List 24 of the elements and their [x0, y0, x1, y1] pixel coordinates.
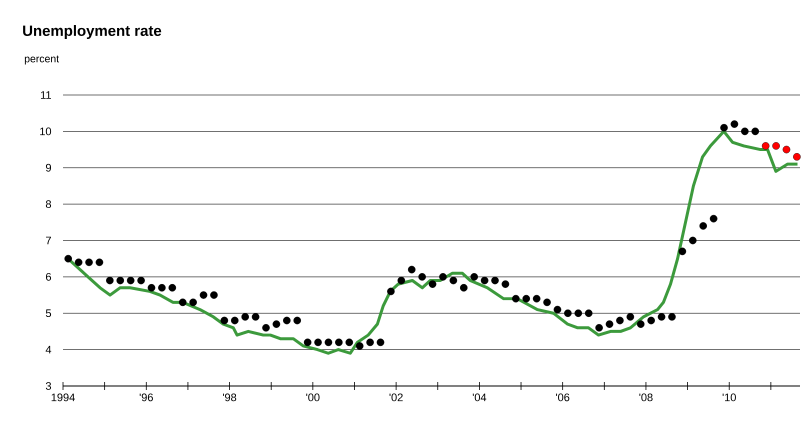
x-tick-label: 1994	[52, 394, 75, 402]
y-tick-label: 10	[40, 127, 52, 136]
chart-title: Unemployment rate	[23, 25, 162, 39]
y-tick-label: 3	[46, 382, 52, 390]
y-tick-label: 5	[46, 309, 52, 318]
point	[782, 146, 790, 154]
y-tick-label: 6	[46, 272, 52, 281]
x-tick-label: '96	[140, 394, 153, 402]
y-axis-title: percent	[24, 56, 60, 64]
x-tick-label: '06	[556, 394, 570, 402]
y-tick-label: 8	[46, 200, 52, 208]
y-tick-label: 9	[46, 164, 52, 172]
x-tick-label: '10	[722, 394, 736, 402]
point	[772, 142, 780, 150]
point	[793, 153, 801, 161]
y-tick-label: 4	[46, 346, 52, 354]
x-tick-label: '00	[306, 394, 320, 402]
x-tick-label: '02	[390, 394, 403, 402]
point	[762, 142, 770, 150]
y-tick-label: 11	[40, 91, 51, 99]
x-tick-label: '08	[639, 394, 653, 402]
y-tick-label: 7	[46, 236, 51, 244]
x-tick-label: '04	[472, 394, 486, 402]
x-tick-label: '98	[222, 394, 236, 402]
